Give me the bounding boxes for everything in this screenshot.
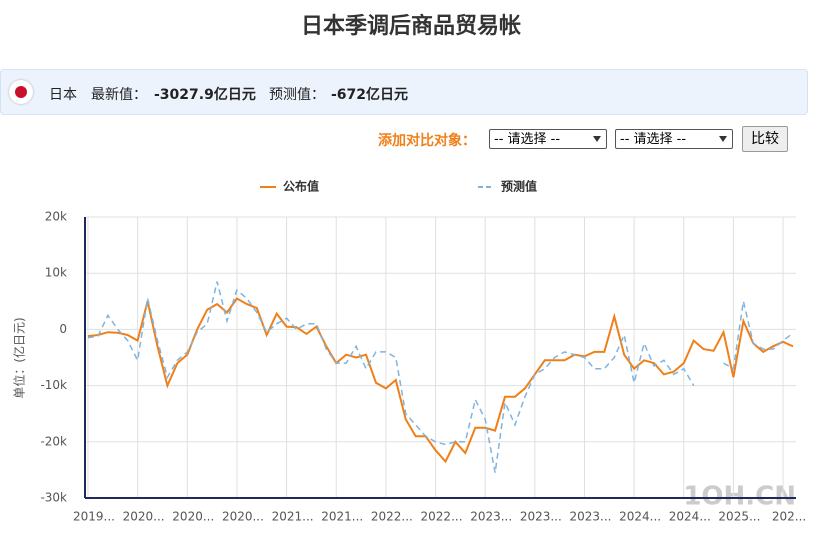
x-tick-label: 2023... bbox=[520, 510, 562, 524]
x-tick-label: 2020... bbox=[172, 510, 214, 524]
y-tick-label: -10k bbox=[40, 378, 67, 392]
title: 日本季调后商品贸易帐 bbox=[300, 14, 521, 39]
info-bar: 日本 最新值： -3027.9亿日元 预测值： -672亿日元 bbox=[0, 69, 808, 115]
latest-label: 最新值： bbox=[91, 87, 147, 103]
forecast-label: 预测值： bbox=[269, 87, 325, 103]
y-tick-label: 20k bbox=[45, 210, 67, 224]
x-tick-label: 2020... bbox=[123, 510, 165, 524]
y-axis-title: 单位：(亿日元) bbox=[12, 317, 27, 398]
x-tick-label: 2024... bbox=[619, 510, 661, 524]
country: 日本 bbox=[49, 87, 77, 103]
legend-label: 预测值 bbox=[501, 179, 537, 194]
series-line bbox=[87, 281, 695, 473]
series-line bbox=[87, 297, 794, 464]
x-tick-label: 2024... bbox=[669, 510, 711, 524]
watermark: 1OH.CN bbox=[683, 482, 796, 512]
x-tick-label: 2023... bbox=[569, 510, 611, 524]
x-tick-label: 2022... bbox=[371, 510, 413, 524]
compare-button[interactable]: 比较 bbox=[742, 126, 788, 152]
x-tick-label: 2023... bbox=[470, 510, 512, 524]
x-tick-label: 2025... bbox=[718, 510, 760, 524]
x-tick-label: 2021... bbox=[321, 510, 363, 524]
select[interactable]: -- 请选择 -- bbox=[489, 129, 607, 149]
latest-value: -3027.9亿日元 bbox=[154, 87, 256, 103]
x-tick-label: 2019... bbox=[73, 510, 115, 524]
y-tick-label: 10k bbox=[45, 266, 67, 280]
x-tick-label: 2022... bbox=[421, 510, 463, 524]
x-tick-label: 2020... bbox=[222, 510, 264, 524]
y-tick-label: -30k bbox=[40, 491, 67, 505]
legend-label: 公布值 bbox=[283, 179, 319, 194]
compare-label: 添加对比对象： bbox=[378, 133, 476, 149]
x-tick-label: 2021... bbox=[272, 510, 314, 524]
x-tick-label: 202... bbox=[772, 510, 806, 524]
y-tick-label: -20k bbox=[40, 434, 67, 448]
y-tick-label: 0 bbox=[59, 322, 67, 336]
forecast-value: -672亿日元 bbox=[331, 87, 409, 103]
select[interactable]: -- 请选择 -- bbox=[615, 129, 733, 149]
series-line bbox=[723, 301, 794, 370]
flag bbox=[9, 80, 33, 104]
